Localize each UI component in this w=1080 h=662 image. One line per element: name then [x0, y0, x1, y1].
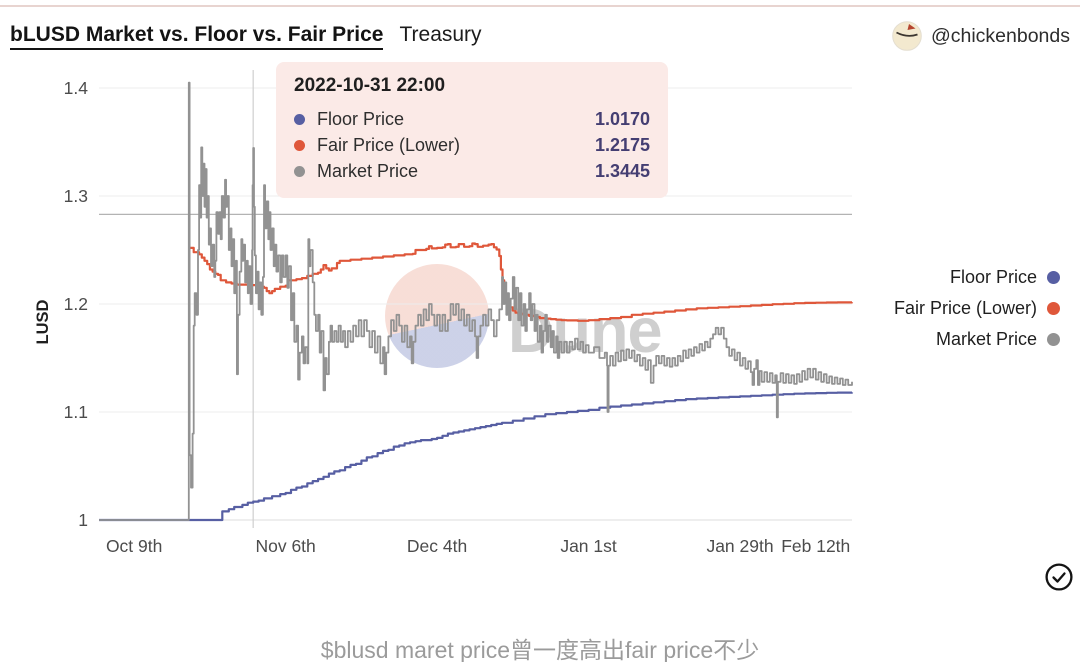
chicken-avatar-icon [892, 21, 922, 51]
page-subtitle: Treasury [399, 23, 482, 46]
floor-price-dot-icon [294, 113, 305, 125]
tooltip-value: 1.0170 [594, 108, 650, 129]
legend-label: Fair Price (Lower) [893, 298, 1037, 318]
tooltip-row-market: Market Price 1.3445 [294, 158, 650, 184]
floor-price-dot-icon [1047, 271, 1060, 284]
page-title[interactable]: bLUSD Market vs. Floor vs. Fair Price [10, 23, 384, 50]
chart-tooltip: 2022-10-31 22:00 Floor Price 1.0170 Fair… [276, 62, 668, 198]
tooltip-row-fair: Fair Price (Lower) 1.2175 [294, 132, 650, 158]
author-block[interactable]: @chickenbonds [892, 21, 1070, 51]
y-tick-label: 1.4 [64, 78, 89, 98]
top-divider [0, 5, 1080, 7]
legend-label: Floor Price [949, 267, 1037, 287]
tooltip-timestamp: 2022-10-31 22:00 [294, 75, 446, 96]
x-tick-label: Jan 1st [560, 536, 617, 556]
tooltip-row-floor: Floor Price 1.0170 [294, 106, 650, 132]
y-tick-label: 1.3 [64, 186, 88, 206]
y-tick-label: 1.1 [64, 402, 88, 422]
x-tick-label: Oct 9th [106, 536, 162, 556]
y-tick-label: 1.2 [64, 294, 88, 314]
market-price-dot-icon [1047, 333, 1060, 346]
legend-label: Market Price [935, 329, 1037, 349]
author-handle[interactable]: @chickenbonds [930, 24, 1070, 47]
market-price-dot-icon [294, 165, 305, 177]
x-tick-label: Jan 29th [706, 536, 773, 556]
tooltip-label: Floor Price [317, 108, 405, 129]
y-axis-title: LUSD [34, 299, 52, 344]
tooltip-label: Fair Price (Lower) [317, 134, 461, 155]
legend-item-floor-price[interactable]: Floor Price [894, 262, 1060, 293]
x-tick-label: Nov 6th [255, 536, 315, 556]
y-tick-label: 1 [78, 510, 88, 530]
tooltip-value: 1.3445 [594, 160, 650, 181]
x-tick-label: Feb 12th [781, 536, 850, 556]
fair-price-dot-icon [294, 139, 305, 151]
tooltip-label: Market Price [317, 160, 419, 181]
legend-item-fair-price[interactable]: Fair Price (Lower) [894, 293, 1060, 324]
fair-price-dot-icon [1047, 302, 1060, 315]
legend-item-market-price[interactable]: Market Price [894, 324, 1060, 355]
check-circle-icon[interactable] [1044, 562, 1074, 592]
chart-header: bLUSD Market vs. Floor vs. Fair Price Tr… [10, 23, 482, 50]
image-caption: $blusd maret price曾一度高出fair price不少 [320, 637, 760, 662]
tooltip-value: 1.2175 [594, 134, 650, 155]
chart-legend: Floor Price Fair Price (Lower) Market Pr… [894, 262, 1060, 355]
x-tick-label: Dec 4th [407, 536, 467, 556]
